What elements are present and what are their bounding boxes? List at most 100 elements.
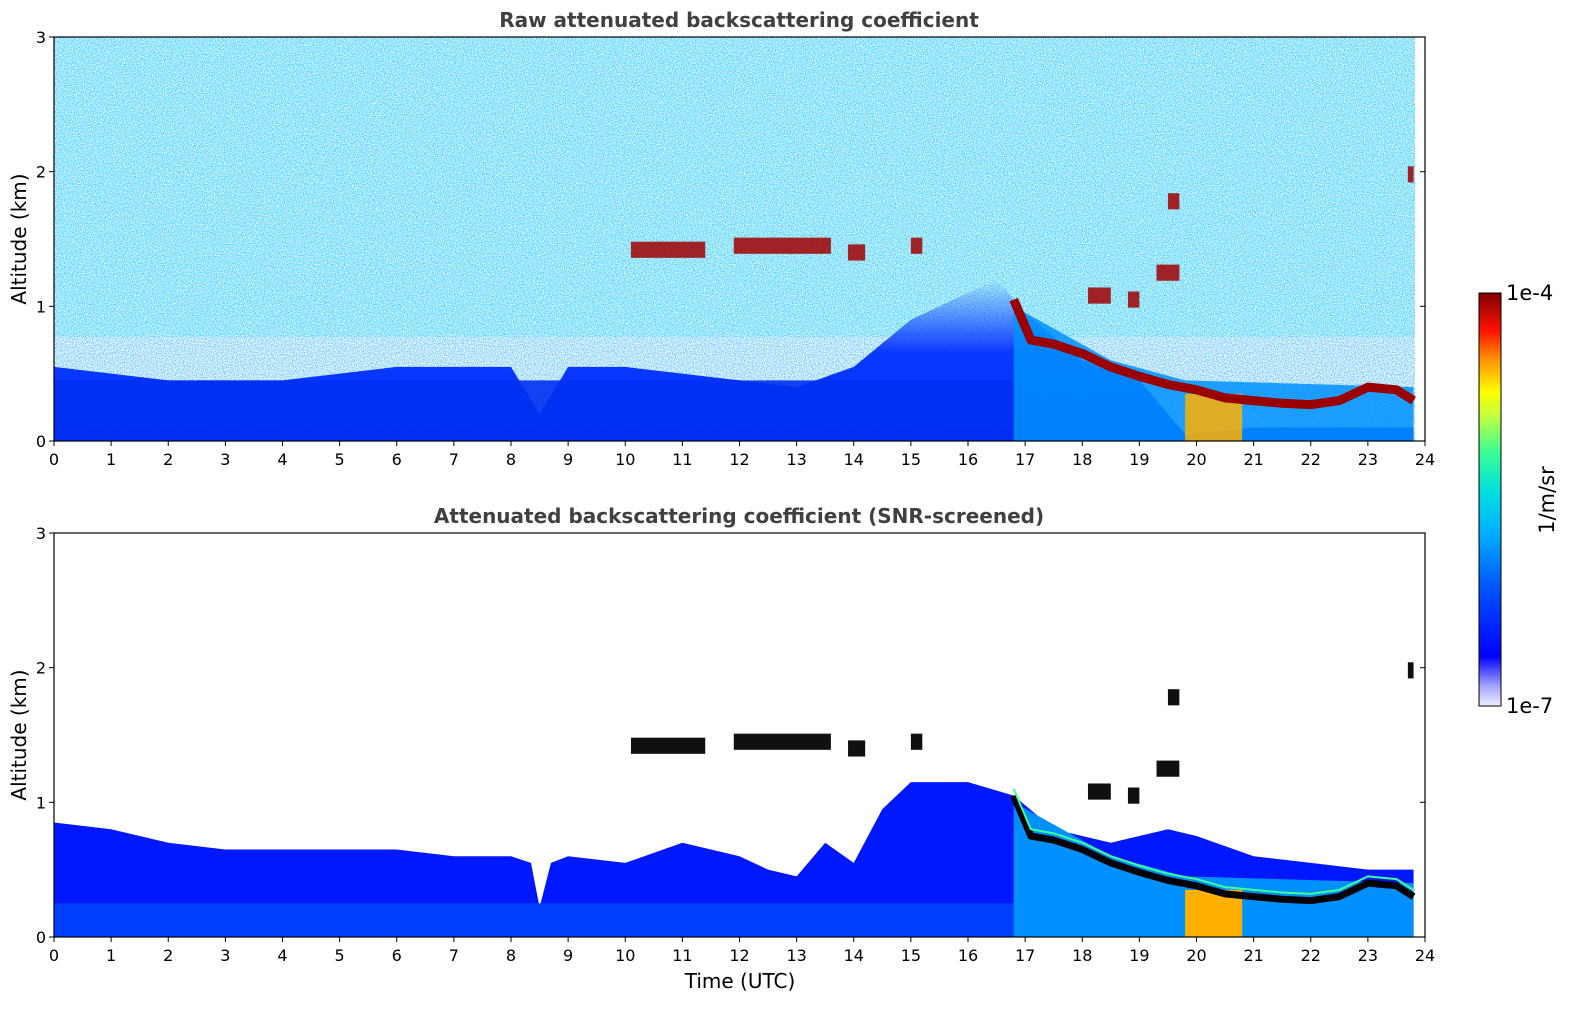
x-tick-label: 21 (1243, 946, 1263, 965)
x-tick-label: 23 (1358, 946, 1378, 965)
bottom-cloud-patch (1127, 787, 1140, 804)
x-tick-label: 6 (392, 450, 402, 469)
x-tick-label: 11 (672, 946, 692, 965)
colorbar-gradient (1478, 292, 1502, 707)
colorbar-unit-label: 1/m/sr (1535, 466, 1559, 534)
x-tick-label: 9 (563, 450, 573, 469)
y-tick-label: 0 (36, 928, 46, 947)
x-tick-label: 4 (277, 450, 287, 469)
top-aerosol-layer-line (1009, 297, 1416, 410)
x-tick-label: 21 (1243, 450, 1263, 469)
x-tick-label: 19 (1129, 450, 1149, 469)
y-tick-label: 1 (36, 793, 46, 812)
bottom-cloud-patch (733, 733, 831, 750)
bottom-plot-area (54, 533, 1425, 937)
bottom-x-axis-label: Time (UTC) (684, 969, 796, 993)
colorbar-max-label: 1e-4 (1506, 281, 1553, 305)
colorbar: 1e-4 1e-7 1/m/sr (1478, 281, 1559, 718)
x-tick-label: 22 (1301, 450, 1321, 469)
x-tick-label: 10 (615, 450, 635, 469)
x-tick-label: 3 (220, 450, 230, 469)
x-tick-label: 19 (1129, 946, 1149, 965)
y-tick-label: 1 (36, 297, 46, 316)
top-cloud-patch (733, 237, 831, 254)
x-tick-label: 17 (1015, 946, 1035, 965)
top-plot-area (54, 37, 1425, 441)
top-cloud-patch (1087, 287, 1111, 304)
y-tick-label: 2 (36, 163, 46, 182)
x-tick-label: 5 (335, 946, 345, 965)
x-tick-label: 20 (1186, 450, 1206, 469)
x-tick-label: 7 (449, 946, 459, 965)
x-tick-label: 22 (1301, 946, 1321, 965)
x-tick-label: 13 (786, 450, 806, 469)
bottom-cloud-patch (1087, 783, 1111, 800)
bottom-cloud-patch (910, 733, 923, 750)
top-cloud-patch (848, 244, 866, 261)
top-y-axis-label: Altitude (km) (7, 173, 31, 304)
x-tick-label: 4 (277, 946, 287, 965)
y-tick-label: 3 (36, 524, 46, 543)
bottom-cloud-patch (848, 740, 866, 757)
x-tick-label: 7 (449, 450, 459, 469)
bottom-data-layers (54, 662, 1416, 937)
x-tick-label: 8 (506, 450, 516, 469)
top-cloud-patch (1127, 291, 1140, 308)
x-tick-label: 20 (1186, 946, 1206, 965)
top-cloud-patch (1407, 166, 1414, 183)
bottom-chart-title: Attenuated backscattering coefficient (S… (434, 504, 1044, 528)
bottom-cloud-patch (1407, 662, 1414, 679)
top-y-axis: 0 1 2 3 (36, 28, 1425, 451)
x-tick-label: 14 (844, 450, 864, 469)
x-tick-label: 3 (220, 946, 230, 965)
x-tick-label: 16 (958, 450, 978, 469)
x-tick-label: 0 (49, 946, 59, 965)
top-noise-cyan (54, 37, 1415, 337)
x-tick-label: 13 (786, 946, 806, 965)
bottom-aerosol-layer-line (1010, 794, 1416, 905)
bottom-aerosol-layer-edge (1012, 788, 1415, 895)
x-tick-label: 16 (958, 946, 978, 965)
top-dense-blue-band (54, 380, 1026, 441)
top-x-axis: 0 1 2 3 4 5 6 7 8 9 10 11 12 13 14 15 16 17 18 19 20 21 22 23 24 (49, 441, 1435, 469)
bottom-cloud-patch (630, 737, 706, 754)
x-tick-label: 10 (615, 946, 635, 965)
top-cloud-patch (1156, 264, 1180, 281)
x-tick-label: 23 (1358, 450, 1378, 469)
x-tick-label: 15 (901, 450, 921, 469)
x-tick-label: 8 (506, 946, 516, 965)
x-tick-label: 0 (49, 450, 59, 469)
top-no-data-strip (1416, 37, 1425, 441)
bottom-near-surface-band (54, 903, 1026, 937)
x-tick-label: 2 (163, 450, 173, 469)
x-tick-label: 11 (672, 450, 692, 469)
x-tick-label: 1 (106, 946, 116, 965)
top-data-layers (54, 37, 1425, 441)
top-cloud-patch (630, 241, 706, 258)
top-cloud-patch (1167, 193, 1180, 210)
x-tick-label: 14 (844, 946, 864, 965)
top-cloud-patch (910, 237, 923, 254)
x-tick-label: 24 (1415, 946, 1435, 965)
bottom-cloud-patch (1167, 689, 1180, 706)
y-tick-label: 2 (36, 659, 46, 678)
bottom-y-axis: 0 1 2 3 (36, 524, 1425, 947)
x-tick-label: 1 (106, 450, 116, 469)
y-tick-label: 0 (36, 432, 46, 451)
x-tick-label: 2 (163, 946, 173, 965)
colorbar-min-label: 1e-7 (1506, 694, 1553, 718)
x-tick-label: 17 (1015, 450, 1035, 469)
x-tick-label: 15 (901, 946, 921, 965)
x-tick-label: 12 (729, 946, 749, 965)
x-tick-label: 9 (563, 946, 573, 965)
bottom-x-axis: 0 1 2 3 4 5 6 7 8 9 10 11 12 13 14 15 16 17 18 19 20 21 22 23 24 (49, 937, 1435, 965)
x-tick-label: 24 (1415, 450, 1435, 469)
top-chart-title: Raw attenuated backscattering coefficien… (499, 8, 979, 32)
x-tick-label: 6 (392, 946, 402, 965)
x-tick-label: 12 (729, 450, 749, 469)
bottom-cloud-patch (1156, 760, 1180, 777)
bottom-y-axis-label: Altitude (km) (7, 669, 31, 800)
x-tick-label: 18 (1072, 450, 1092, 469)
y-tick-label: 3 (36, 28, 46, 47)
